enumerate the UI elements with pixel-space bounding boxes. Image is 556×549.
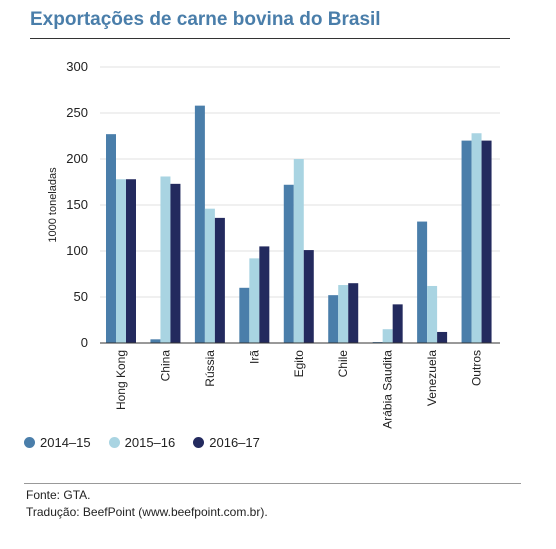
y-tick-label: 250: [66, 105, 88, 120]
bar: [170, 183, 181, 343]
legend-label: 2016–17: [209, 434, 260, 450]
legend-item: 2014–15: [24, 435, 91, 450]
y-tick-label: 200: [66, 151, 88, 166]
y-tick-label: 50: [74, 289, 88, 304]
legend-item: 2015–16: [108, 434, 176, 450]
bar: [437, 331, 448, 343]
bar: [160, 176, 171, 343]
footer-divider: [24, 483, 521, 484]
bar: [348, 283, 359, 343]
y-tick-label: 300: [66, 59, 88, 74]
bar: [392, 304, 403, 343]
x-tick-label: China: [158, 350, 172, 382]
bar: [239, 287, 250, 343]
bar: [382, 329, 393, 343]
bars: [106, 105, 492, 343]
bar: [116, 179, 126, 343]
x-tick-label: Venezuela: [425, 350, 439, 406]
bar: [249, 258, 260, 343]
source-note: Fonte: GTA.: [26, 488, 91, 502]
bar: [481, 140, 492, 343]
bar: [150, 339, 161, 343]
legend-item: 2016–17: [193, 435, 260, 450]
x-axis-ticks: Hong Kong China Rússia Irã Egito Chile Arábia …: [114, 350, 484, 429]
bar: [214, 217, 225, 343]
bar: [417, 221, 428, 343]
y-tick-label: 0: [81, 335, 88, 350]
y-tick-label: 100: [66, 243, 88, 258]
bar: [126, 179, 136, 343]
legend-swatch: [193, 436, 205, 448]
bar: [106, 134, 116, 343]
x-tick-label: Hong Kong: [114, 350, 128, 410]
x-tick-label: Chile: [336, 350, 350, 378]
bar: [194, 105, 205, 343]
bar: [259, 246, 270, 343]
bar: [471, 133, 482, 343]
legend: 2014–15 2015–16 2016–17: [24, 432, 278, 452]
bar: [293, 159, 304, 343]
title-divider: [30, 38, 510, 39]
bar: [338, 285, 349, 343]
legend-label: 2014–15: [40, 434, 91, 450]
x-tick-label: Egito: [292, 350, 306, 378]
bar-chart: 0 50 100 150 200 250 300 Hong Kong China Rússia I…: [47, 59, 500, 429]
bar: [204, 208, 215, 343]
legend-swatch: [108, 436, 120, 448]
y-tick-label: 150: [66, 197, 88, 212]
x-tick-label: Outros: [470, 350, 484, 386]
y-axis-ticks: 0 50 100 150 200 250 300: [66, 59, 88, 350]
bar: [461, 140, 472, 343]
translation-note: Tradução: BeefPoint (www.beefpoint.com.b…: [26, 505, 268, 519]
chart-title: Exportações de carne bovina do Brasil: [30, 9, 381, 30]
bar: [283, 184, 294, 343]
x-tick-label: Rússia: [203, 350, 217, 387]
bar: [328, 295, 339, 343]
legend-swatch: [24, 436, 35, 448]
x-tick-label: Arábia Saudita: [381, 350, 395, 429]
x-tick-label: Irã: [247, 350, 261, 364]
bar: [303, 250, 314, 343]
bar: [427, 285, 438, 343]
y-axis-label: 1000 toneladas: [47, 167, 59, 243]
legend-label: 2015–16: [124, 434, 176, 450]
